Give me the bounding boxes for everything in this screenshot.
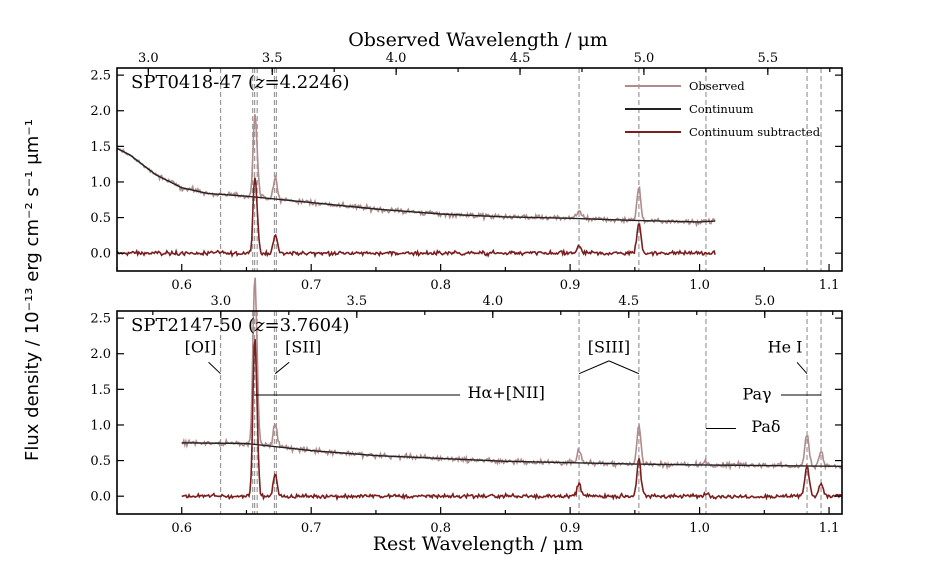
y-tick-label: 1.0 <box>90 175 111 190</box>
y-tick-label: 2.0 <box>90 347 111 362</box>
series-continuum-subtracted <box>181 339 843 502</box>
x-tick-label: 0.8 <box>430 521 451 536</box>
y-tick-label: 0.5 <box>90 454 111 469</box>
x-tick-label: 0.6 <box>171 278 192 293</box>
series-observed <box>117 114 716 228</box>
legend-label-subtracted: Continuum subtracted <box>689 125 821 139</box>
panel-spt0418: 0.0 0.5 1.0 1.5 2.0 2.5 0.6 0.7 0.8 0.9 1.0 1.1 3.0 3… <box>90 51 843 293</box>
y-tick-label: 0.0 <box>90 247 111 262</box>
y-axis-label: Flux density / 10⁻¹³ erg cm⁻² s⁻¹ μm⁻¹ <box>22 119 43 461</box>
top-tick-label: 5.5 <box>757 51 778 66</box>
y-tick-label: 1.0 <box>90 418 111 433</box>
plot-frame <box>116 67 843 272</box>
annotation-halpha: Hα+[NII] <box>468 383 545 402</box>
x-tick-label: 0.7 <box>301 521 322 536</box>
top-tick-label: 3.0 <box>210 294 231 309</box>
y-tick-label: 0.5 <box>90 211 111 226</box>
top-tick-label: 3.5 <box>262 51 283 66</box>
annotation-oi: [OI] <box>185 337 217 356</box>
x-tick-label: 1.0 <box>689 521 710 536</box>
y-tick-label: 1.5 <box>90 383 111 398</box>
panel-spt2147: 0.0 0.5 1.0 1.5 2.0 2.5 0.6 0.7 0.8 0.9 1.0 1.1 3.0 3… <box>90 277 843 536</box>
y-tick-label: 2.5 <box>90 69 111 84</box>
annotation-pagamma: Paγ <box>742 384 771 403</box>
x-tick-label: 1.1 <box>819 278 840 293</box>
legend-label-observed: Observed <box>689 79 745 93</box>
y-tick-label: 2.5 <box>90 312 111 327</box>
top-tick-label: 4.0 <box>482 294 503 309</box>
leader-sii <box>274 361 290 375</box>
top-tick-label: 3.5 <box>346 294 367 309</box>
annotation-padelta: Paδ <box>751 417 780 436</box>
top-tick-label: 4.0 <box>386 51 407 66</box>
x-tick-label: 0.6 <box>171 521 192 536</box>
axis-ticks: 0.0 0.5 1.0 1.5 2.0 2.5 0.6 0.7 0.8 0.9 1.0 1.1 3.0 3… <box>90 51 842 293</box>
annotation-hei: He I <box>768 337 803 356</box>
panel-title: SPT0418-47 (z=4.2246) <box>131 72 350 93</box>
series-observed <box>181 277 843 471</box>
annotation-siii: [SIII] <box>588 337 630 356</box>
series-continuum <box>116 147 716 223</box>
top-tick-label: 4.5 <box>510 51 531 66</box>
series-continuum <box>181 442 843 467</box>
x-tick-label: 0.7 <box>301 278 322 293</box>
plot-frame <box>116 310 843 515</box>
top-tick-label: 3.0 <box>138 51 159 66</box>
legend-label-continuum: Continuum <box>689 102 754 116</box>
top-axis-label: Observed Wavelength / μm <box>348 29 608 51</box>
x-tick-label: 1.0 <box>689 278 710 293</box>
x-tick-label: 0.8 <box>430 278 451 293</box>
x-tick-label: 0.9 <box>560 278 581 293</box>
spectrum-curves <box>181 277 843 502</box>
y-tick-label: 0.0 <box>90 490 111 505</box>
panel-title: SPT2147-50 (z=3.7604) <box>131 315 350 336</box>
leader-hei <box>796 361 808 375</box>
line-markers <box>219 68 822 271</box>
top-tick-label: 5.0 <box>754 294 775 309</box>
x-tick-label: 1.1 <box>819 521 840 536</box>
leader-oi <box>208 361 221 375</box>
series-continuum-subtracted <box>116 177 716 259</box>
leader-siii-b <box>608 360 640 375</box>
x-tick-label: 0.9 <box>560 521 581 536</box>
spectrum-curves <box>116 114 716 259</box>
leader-siii-a <box>578 360 610 375</box>
legend: Observed Continuum Continuum subtracted <box>625 79 821 139</box>
x-axis-label: Rest Wavelength / μm <box>373 533 584 555</box>
y-tick-label: 1.5 <box>90 140 111 155</box>
annotation-sii: [SII] <box>285 337 321 356</box>
line-annotations: [OI] [SII] Hα+[NII] [SIII] He I Paγ Paδ <box>185 337 822 436</box>
top-tick-label: 4.5 <box>618 294 639 309</box>
y-tick-label: 2.0 <box>90 104 111 119</box>
top-tick-label: 5.0 <box>634 51 655 66</box>
axis-ticks: 0.0 0.5 1.0 1.5 2.0 2.5 0.6 0.7 0.8 0.9 1.0 1.1 3.0 3… <box>90 294 842 536</box>
